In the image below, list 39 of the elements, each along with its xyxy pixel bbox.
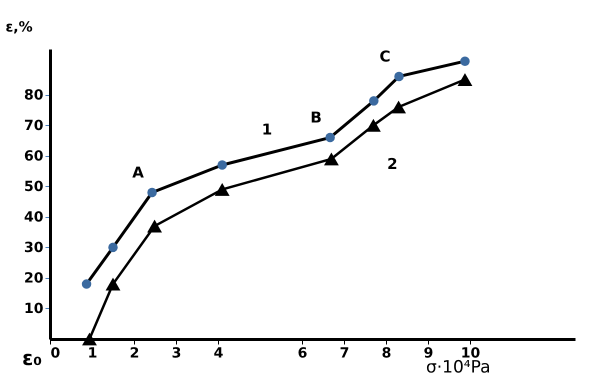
x-tick-label: 8 [382, 346, 392, 362]
y-tick-label: 10 [24, 300, 44, 317]
x-tick-label: 6 [298, 346, 308, 362]
y-tick-label: 30 [24, 240, 44, 256]
annotation: C [380, 47, 391, 66]
point [458, 73, 472, 86]
point [325, 132, 335, 142]
x-tick-label: 0 [50, 346, 60, 362]
y-tick-label: 70 [24, 118, 44, 134]
annotation: 1 [262, 120, 272, 139]
point [217, 160, 227, 170]
point [369, 96, 379, 106]
text: ε₀ [22, 346, 42, 370]
y-tick-label: 40 [24, 209, 44, 226]
point [214, 183, 230, 196]
point [394, 72, 404, 82]
y-tick-label: 60 [24, 148, 44, 164]
y-tick-label: 50 [24, 178, 44, 195]
x-tick-label: 1 [88, 346, 98, 362]
point [82, 279, 92, 289]
annotation: 2 [387, 155, 398, 174]
point [147, 220, 162, 232]
point [106, 278, 120, 290]
y-axis-title: ε,% [6, 20, 33, 36]
point [324, 152, 339, 166]
y-tick-label: 20 [24, 270, 44, 286]
point [391, 100, 406, 114]
x-tick-label: 7 [340, 346, 350, 362]
point [147, 188, 157, 198]
y-tick-label: 80 [24, 87, 44, 104]
point [108, 242, 118, 252]
point [460, 56, 470, 66]
annotation: A [132, 163, 144, 182]
x-tick-label: 3 [172, 346, 182, 362]
point [82, 332, 97, 346]
x-tick-label: 2 [130, 346, 140, 362]
point [366, 118, 381, 132]
annotation: B [310, 108, 322, 127]
x-tick-label: 4 [214, 346, 224, 362]
